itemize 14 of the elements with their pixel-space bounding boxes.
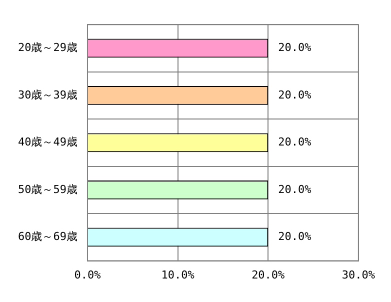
data-label: 20.0% xyxy=(278,136,312,149)
x-tick-label: 30.0% xyxy=(342,268,376,282)
y-tick-label: 30歳～39歳 xyxy=(18,88,78,102)
x-tick-label: 10.0% xyxy=(161,268,195,282)
y-tick-label: 40歳～49歳 xyxy=(18,136,78,149)
data-label: 20.0% xyxy=(278,41,312,54)
y-tick-label: 50歳～59歳 xyxy=(18,182,78,196)
data-label: 20.0% xyxy=(278,88,312,102)
x-tick-label: 0.0% xyxy=(74,268,102,282)
x-tick-label: 20.0% xyxy=(252,268,286,282)
data-label: 20.0% xyxy=(278,230,312,244)
y-tick-label: 20歳～29歳 xyxy=(18,41,78,54)
y-tick-label: 60歳～69歳 xyxy=(18,230,78,244)
data-label: 20.0% xyxy=(278,182,312,196)
